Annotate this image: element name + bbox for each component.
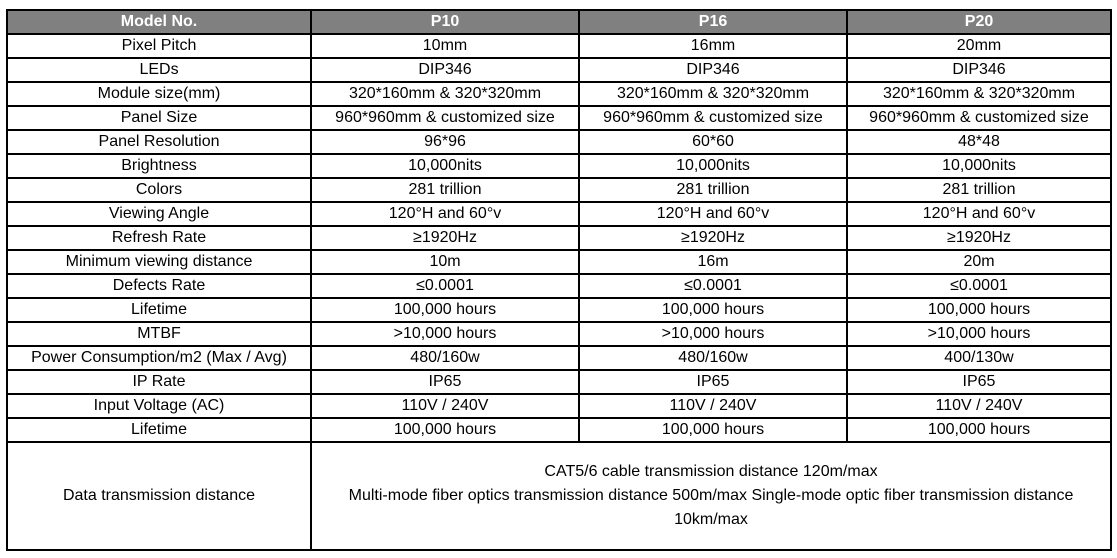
cell-p10: 100,000 hours [310, 297, 580, 323]
cell-p20: 20m [846, 249, 1112, 275]
table-row-colors: Colors 281 trillion 281 trillion 281 tri… [6, 177, 1112, 203]
cell-p10: 120°H and 60°v [310, 201, 580, 227]
cell-p10: IP65 [310, 369, 580, 395]
cell-p10: 10m [310, 249, 580, 275]
cell-p10: 96*96 [310, 129, 580, 155]
cell-p16: DIP346 [578, 57, 848, 83]
cell-p20: >10,000 hours [846, 321, 1112, 347]
cell-p16: 960*960mm & customized size [578, 105, 848, 131]
table-row-minimum-viewing-distance: Minimum viewing distance 10m 16m 20m [6, 249, 1112, 275]
cell-p10: 100,000 hours [310, 417, 580, 443]
cell-p20: ≥1920Hz [846, 225, 1112, 251]
cell-p16: ≤0.0001 [578, 273, 848, 299]
table-row-refresh-rate: Refresh Rate ≥1920Hz ≥1920Hz ≥1920Hz [6, 225, 1112, 251]
cell-p10: 10,000nits [310, 153, 580, 179]
header-p16: P16 [578, 9, 848, 35]
row-label: Input Voltage (AC) [6, 393, 312, 419]
cell-p16: 16m [578, 249, 848, 275]
cell-p10: 10mm [310, 33, 580, 59]
header-p20: P20 [846, 9, 1112, 35]
table-row-power-consumption-m2-max-avg: Power Consumption/m2 (Max / Avg) 480/160… [6, 345, 1112, 371]
table-row-brightness: Brightness 10,000nits 10,000nits 10,000n… [6, 153, 1112, 179]
cell-p20: 960*960mm & customized size [846, 105, 1112, 131]
cell-p20: 10,000nits [846, 153, 1112, 179]
cell-p16: 16mm [578, 33, 848, 59]
cell-p10: 480/160w [310, 345, 580, 371]
cell-p16: 100,000 hours [578, 297, 848, 323]
cell-p16: ≥1920Hz [578, 225, 848, 251]
table-row-panel-resolution: Panel Resolution 96*96 60*60 48*48 [6, 129, 1112, 155]
row-label: Panel Resolution [6, 129, 312, 155]
table-row-leds: LEDs DIP346 DIP346 DIP346 [6, 57, 1112, 83]
cell-p16: >10,000 hours [578, 321, 848, 347]
header-p10: P10 [310, 9, 580, 35]
row-label: LEDs [6, 57, 312, 83]
table-row-lifetime: Lifetime 100,000 hours 100,000 hours 100… [6, 417, 1112, 443]
cell-p10: 110V / 240V [310, 393, 580, 419]
cell-p20: 110V / 240V [846, 393, 1112, 419]
row-label: MTBF [6, 321, 312, 347]
row-label: Brightness [6, 153, 312, 179]
cell-p20: 320*160mm & 320*320mm [846, 81, 1112, 107]
table-row-ip-rate: IP Rate IP65 IP65 IP65 [6, 369, 1112, 395]
row-label: Refresh Rate [6, 225, 312, 251]
row-label: Viewing Angle [6, 201, 312, 227]
cell-p20: 48*48 [846, 129, 1112, 155]
cell-p16: 10,000nits [578, 153, 848, 179]
cell-p10: >10,000 hours [310, 321, 580, 347]
cell-p16: IP65 [578, 369, 848, 395]
cell-p16: 320*160mm & 320*320mm [578, 81, 848, 107]
data-transmission-text: CAT5/6 cable transmission distance 120m/… [346, 460, 1076, 532]
spec-sheet-page: Model No. P10 P16 P20 Pixel Pitch 10mm 1… [0, 9, 1117, 558]
led-spec-table: Model No. P10 P16 P20 Pixel Pitch 10mm 1… [6, 9, 1112, 551]
cell-p16: 110V / 240V [578, 393, 848, 419]
cell-p10: 281 trillion [310, 177, 580, 203]
row-label: Panel Size [6, 105, 312, 131]
row-label: Lifetime [6, 417, 312, 443]
data-transmission-value-cell: CAT5/6 cable transmission distance 120m/… [310, 441, 1112, 551]
cell-p10: 960*960mm & customized size [310, 105, 580, 131]
row-label: Data transmission distance [6, 441, 312, 551]
cell-p20: 281 trillion [846, 177, 1112, 203]
table-row-data-transmission-distance: Data transmission distance CAT5/6 cable … [6, 441, 1112, 551]
cell-p16: 480/160w [578, 345, 848, 371]
cell-p16: 281 trillion [578, 177, 848, 203]
cell-p10: DIP346 [310, 57, 580, 83]
transmission-line-2: Multi-mode fiber optics transmission dis… [348, 487, 1074, 528]
row-label: Power Consumption/m2 (Max / Avg) [6, 345, 312, 371]
table-row-viewing-angle: Viewing Angle 120°H and 60°v 120°H and 6… [6, 201, 1112, 227]
row-label: Lifetime [6, 297, 312, 323]
table-row-input-voltage-ac: Input Voltage (AC) 110V / 240V 110V / 24… [6, 393, 1112, 419]
table-row-defects-rate: Defects Rate ≤0.0001 ≤0.0001 ≤0.0001 [6, 273, 1112, 299]
row-label: Defects Rate [6, 273, 312, 299]
cell-p20: DIP346 [846, 57, 1112, 83]
cell-p10: ≥1920Hz [310, 225, 580, 251]
cell-p10: 320*160mm & 320*320mm [310, 81, 580, 107]
cell-p10: ≤0.0001 [310, 273, 580, 299]
row-label: IP Rate [6, 369, 312, 395]
row-label: Minimum viewing distance [6, 249, 312, 275]
cell-p16: 120°H and 60°v [578, 201, 848, 227]
cell-p20: 100,000 hours [846, 417, 1112, 443]
cell-p16: 60*60 [578, 129, 848, 155]
table-row-lifetime: Lifetime 100,000 hours 100,000 hours 100… [6, 297, 1112, 323]
cell-p20: IP65 [846, 369, 1112, 395]
header-row: Model No. P10 P16 P20 [6, 9, 1112, 35]
cell-p20: 20mm [846, 33, 1112, 59]
cell-p20: 120°H and 60°v [846, 201, 1112, 227]
row-label: Pixel Pitch [6, 33, 312, 59]
cell-p20: 100,000 hours [846, 297, 1112, 323]
cell-p20: ≤0.0001 [846, 273, 1112, 299]
table-row-module-size-mm: Module size(mm) 320*160mm & 320*320mm 32… [6, 81, 1112, 107]
table-row-mtbf: MTBF >10,000 hours >10,000 hours >10,000… [6, 321, 1112, 347]
header-model-no: Model No. [6, 9, 312, 35]
row-label: Module size(mm) [6, 81, 312, 107]
table-row-panel-size: Panel Size 960*960mm & customized size 9… [6, 105, 1112, 131]
transmission-line-1: CAT5/6 cable transmission distance 120m/… [544, 463, 878, 480]
cell-p20: 400/130w [846, 345, 1112, 371]
cell-p16: 100,000 hours [578, 417, 848, 443]
table-row-pixel-pitch: Pixel Pitch 10mm 16mm 20mm [6, 33, 1112, 59]
row-label: Colors [6, 177, 312, 203]
